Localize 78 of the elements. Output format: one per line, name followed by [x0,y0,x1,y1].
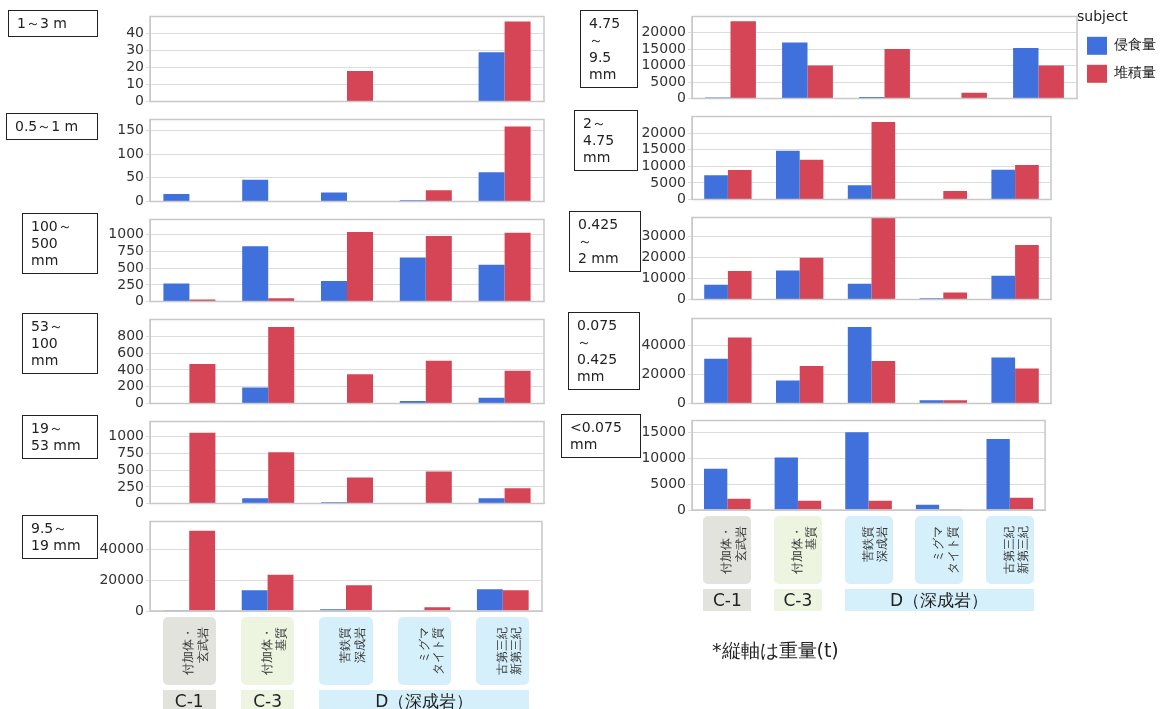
legend-title: subject [1077,7,1129,24]
text: 0.425 ～ 2 mm [569,211,641,272]
y-tick-label: 20000 [641,248,686,265]
y-tick-label: 1000 [108,225,144,242]
y-tick-label: 600 [117,343,144,360]
y-tick-label: 20000 [641,365,686,382]
y-tick-label: 30000 [641,227,686,244]
text: 100～ 500 mm [22,213,98,274]
y-tick-label: 15000 [641,39,686,56]
y-tick-label: 750 [117,444,144,461]
text: C-1 [162,690,216,709]
x-tick-label: 付加体・玄武岩 [181,627,210,676]
y-tick-label: 250 [117,477,144,494]
legend-label: 侵食量 [1114,36,1156,53]
y-tick-label: 40 [126,24,144,41]
y-tick-label: 800 [117,326,144,343]
text: C-1 [703,589,752,611]
y-tick-label: 0 [677,500,686,517]
y-tick-label: 250 [117,275,144,292]
chart-title: 1～3 m [8,10,98,37]
chart-title: 0.5～1 m [6,113,98,140]
y-tick-label: 750 [117,242,144,259]
y-tick-label: 0 [135,292,144,309]
y-tick-label: 20000 [641,23,686,40]
y-tick-label: 100 [117,144,144,161]
y-tick-label: 0 [135,601,144,618]
text: 53～ 100 mm [22,313,98,374]
y-tick-label: 5000 [650,173,686,190]
text: C-3 [240,690,295,709]
x-tick-label: 古第三紀新第三紀 [1001,526,1031,574]
text: 19～ 53 mm [22,415,98,459]
x-tick-label: ミグマタイト質 [931,526,960,574]
text: 0.075 ～ 0.425 mm [568,312,640,390]
y-tick-label: 10000 [641,449,686,466]
y-tick-label: 20 [126,58,144,75]
y-tick-label: 0 [135,192,144,209]
y-tick-label: 10000 [641,269,686,286]
y-tick-label: 200 [117,377,144,394]
x-tick-label: 古第三紀新第三紀 [494,627,524,675]
y-tick-label: 5000 [650,72,686,89]
y-tick-label: 0 [135,494,144,511]
y-tick-label: 20000 [641,123,686,140]
y-tick-label: 0 [135,92,144,109]
y-tick-label: 15000 [641,140,686,157]
y-tick-label: 40000 [641,336,686,353]
y-tick-label: 150 [117,120,144,137]
text: 2～ 4.75 mm [574,110,638,171]
y-tick-label: 0 [677,190,686,207]
text: D（深成岩） [844,589,1034,611]
y-tick-label: 400 [117,360,144,377]
y-tick-label: 1000 [108,427,144,444]
text: 9.5～ 19 mm [22,515,98,559]
y-tick-label: 10000 [641,56,686,73]
y-tick-label: 500 [117,460,144,477]
y-tick-label: 500 [117,258,144,275]
y-tick-label: 0 [677,394,686,411]
x-tick-label: 付加体・基質 [259,627,289,676]
x-tick-label: ミグマタイト質 [416,627,445,675]
x-tick-label: 付加体・基質 [790,526,819,575]
y-tick-label: 5000 [650,474,686,491]
text: C-3 [773,589,822,611]
text: *縦軸は重量(t) [712,638,839,663]
y-tick-label: 10 [126,75,144,92]
y-tick-label: 10000 [641,156,686,173]
x-tick-label: 苦鉄質深成岩 [860,526,890,562]
y-tick-label: 20000 [99,570,144,587]
x-tick-label: 付加体・玄武岩 [719,526,748,575]
y-tick-label: 0 [135,394,144,411]
y-tick-label: 15000 [641,423,686,440]
text: <0.075 mm [561,414,641,458]
y-tick-label: 0 [677,290,686,307]
y-tick-label: 0 [677,89,686,106]
y-tick-label: 50 [126,168,144,185]
y-tick-label: 30 [126,41,144,58]
text: 4.75 ～ 9.5 mm [580,10,638,88]
x-tick-label: 苦鉄質深成岩 [338,627,367,663]
legend-label: 堆積量 [1113,64,1156,81]
y-tick-label: 40000 [99,539,144,556]
